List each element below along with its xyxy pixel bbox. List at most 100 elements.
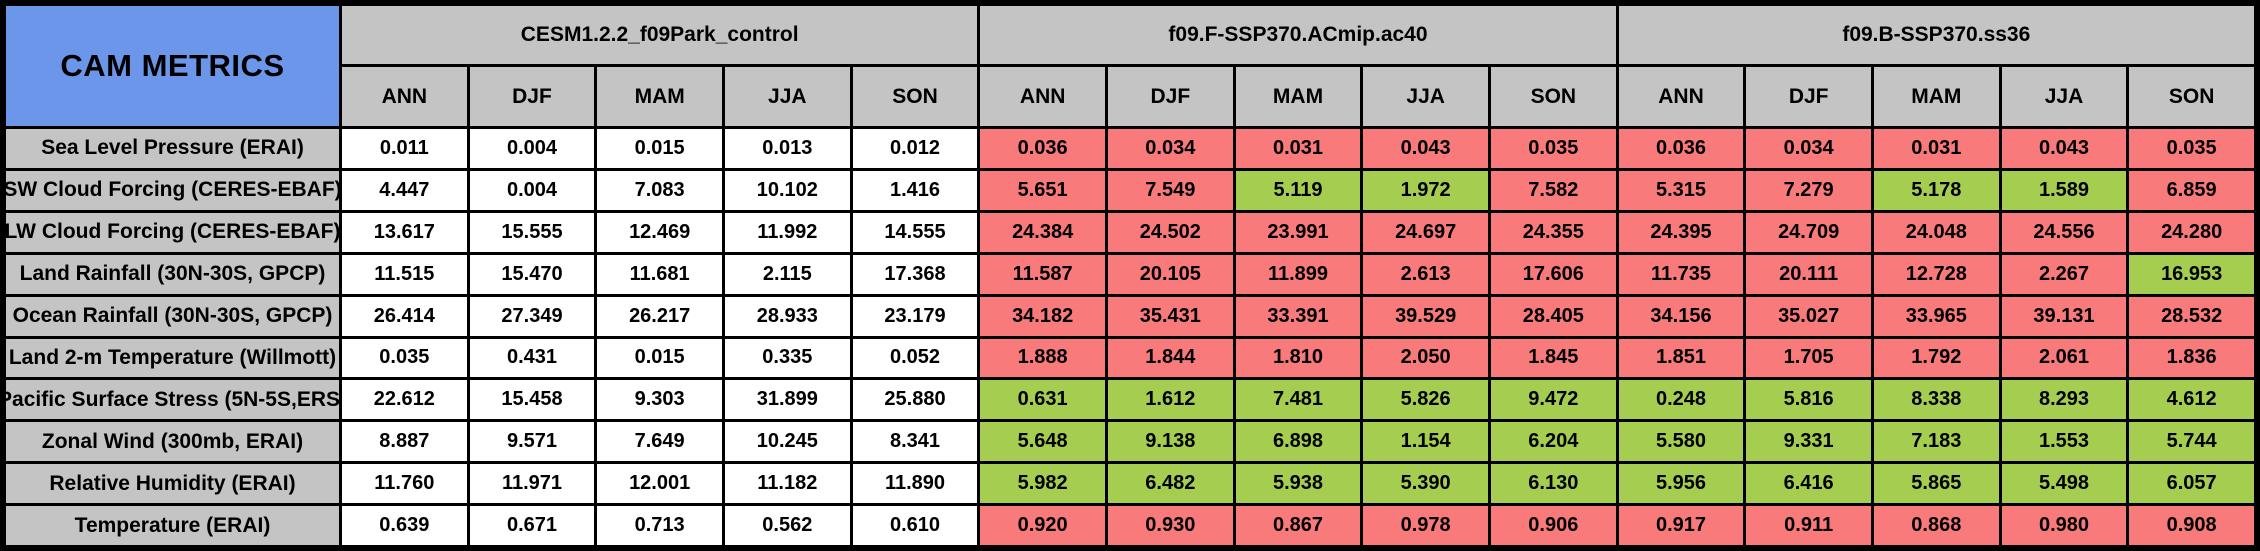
value-cell: 0.031 — [1235, 129, 1361, 168]
value-cell: 5.119 — [1235, 170, 1361, 210]
value-cell: 0.035 — [1490, 129, 1616, 168]
value-cell: 24.395 — [1618, 212, 1744, 252]
value-cell: 26.217 — [597, 296, 722, 336]
value-cell: 22.612 — [342, 380, 467, 420]
value-cell: 0.036 — [1618, 129, 1744, 168]
value-cell: 0.011 — [342, 129, 467, 168]
value-cell: 8.293 — [2001, 380, 2127, 420]
season-header: SON — [1490, 67, 1616, 126]
value-cell: 6.057 — [2129, 464, 2254, 504]
value-cell: 5.982 — [980, 464, 1105, 504]
value-cell: 5.390 — [1363, 464, 1488, 504]
value-cell: 26.414 — [342, 296, 467, 336]
value-cell: 0.610 — [852, 506, 978, 545]
value-cell: 0.052 — [852, 338, 978, 378]
value-cell: 9.331 — [1746, 422, 1871, 462]
value-cell: 15.555 — [469, 212, 595, 252]
value-cell: 0.248 — [1618, 380, 1744, 420]
value-cell: 11.971 — [469, 464, 595, 504]
value-cell: 10.245 — [724, 422, 850, 462]
value-cell: 11.587 — [980, 254, 1105, 294]
value-cell: 5.178 — [1873, 170, 1999, 210]
value-cell: 5.826 — [1363, 380, 1488, 420]
value-cell: 0.930 — [1107, 506, 1233, 545]
value-cell: 11.735 — [1618, 254, 1744, 294]
row-label: Pacific Surface Stress (5N-5S,ERS) — [6, 380, 339, 420]
value-cell: 11.992 — [724, 212, 850, 252]
value-cell: 4.612 — [2129, 380, 2254, 420]
value-cell: 6.130 — [1490, 464, 1616, 504]
value-cell: 1.612 — [1107, 380, 1233, 420]
value-cell: 1.844 — [1107, 338, 1233, 378]
value-cell: 0.034 — [1746, 129, 1871, 168]
season-header: DJF — [1107, 67, 1233, 126]
value-cell: 24.709 — [1746, 212, 1871, 252]
value-cell: 2.061 — [2001, 338, 2127, 378]
value-cell: 28.532 — [2129, 296, 2254, 336]
value-cell: 0.978 — [1363, 506, 1488, 545]
value-cell: 1.845 — [1490, 338, 1616, 378]
value-cell: 9.571 — [469, 422, 595, 462]
row-label: Ocean Rainfall (30N-30S, GPCP) — [6, 296, 339, 336]
value-cell: 7.582 — [1490, 170, 1616, 210]
value-cell: 2.613 — [1363, 254, 1488, 294]
value-cell: 7.083 — [597, 170, 722, 210]
metrics-grid: CAM METRICS CESM1.2.2_f09Park_control f0… — [6, 6, 2254, 545]
value-cell: 0.980 — [2001, 506, 2127, 545]
value-cell: 5.580 — [1618, 422, 1744, 462]
row-label: SW Cloud Forcing (CERES-EBAF) — [6, 170, 339, 210]
season-header: JJA — [724, 67, 850, 126]
model-group-header-f-case: f09.F-SSP370.ACmip.ac40 — [980, 6, 1616, 64]
value-cell: 39.131 — [2001, 296, 2127, 336]
value-cell: 7.481 — [1235, 380, 1361, 420]
value-cell: 6.482 — [1107, 464, 1233, 504]
value-cell: 5.648 — [980, 422, 1105, 462]
value-cell: 7.549 — [1107, 170, 1233, 210]
value-cell: 31.899 — [724, 380, 850, 420]
value-cell: 1.972 — [1363, 170, 1488, 210]
value-cell: 0.036 — [980, 129, 1105, 168]
row-label: Temperature (ERAI) — [6, 506, 339, 545]
season-header: SON — [2129, 67, 2254, 126]
value-cell: 0.015 — [597, 129, 722, 168]
value-cell: 34.182 — [980, 296, 1105, 336]
value-cell: 12.728 — [1873, 254, 1999, 294]
row-label: Zonal Wind (300mb, ERAI) — [6, 422, 339, 462]
value-cell: 1.154 — [1363, 422, 1488, 462]
row-label: Land 2-m Temperature (Willmott) — [6, 338, 339, 378]
value-cell: 8.338 — [1873, 380, 1999, 420]
value-cell: 5.498 — [2001, 464, 2127, 504]
season-header: JJA — [2001, 67, 2127, 126]
value-cell: 11.760 — [342, 464, 467, 504]
value-cell: 11.681 — [597, 254, 722, 294]
value-cell: 2.115 — [724, 254, 850, 294]
value-cell: 0.335 — [724, 338, 850, 378]
value-cell: 24.355 — [1490, 212, 1616, 252]
value-cell: 0.906 — [1490, 506, 1616, 545]
value-cell: 15.458 — [469, 380, 595, 420]
value-cell: 1.792 — [1873, 338, 1999, 378]
value-cell: 11.182 — [724, 464, 850, 504]
value-cell: 0.911 — [1746, 506, 1871, 545]
value-cell: 0.431 — [469, 338, 595, 378]
value-cell: 27.349 — [469, 296, 595, 336]
value-cell: 20.111 — [1746, 254, 1871, 294]
value-cell: 1.705 — [1746, 338, 1871, 378]
value-cell: 35.027 — [1746, 296, 1871, 336]
value-cell: 7.183 — [1873, 422, 1999, 462]
value-cell: 6.898 — [1235, 422, 1361, 462]
value-cell: 5.956 — [1618, 464, 1744, 504]
model-group-header-control: CESM1.2.2_f09Park_control — [342, 6, 978, 64]
value-cell: 0.035 — [342, 338, 467, 378]
season-header: SON — [852, 67, 978, 126]
value-cell: 10.102 — [724, 170, 850, 210]
value-cell: 7.649 — [597, 422, 722, 462]
value-cell: 0.713 — [597, 506, 722, 545]
value-cell: 23.991 — [1235, 212, 1361, 252]
value-cell: 24.502 — [1107, 212, 1233, 252]
value-cell: 0.920 — [980, 506, 1105, 545]
season-header: ANN — [1618, 67, 1744, 126]
season-header: DJF — [469, 67, 595, 126]
value-cell: 4.447 — [342, 170, 467, 210]
